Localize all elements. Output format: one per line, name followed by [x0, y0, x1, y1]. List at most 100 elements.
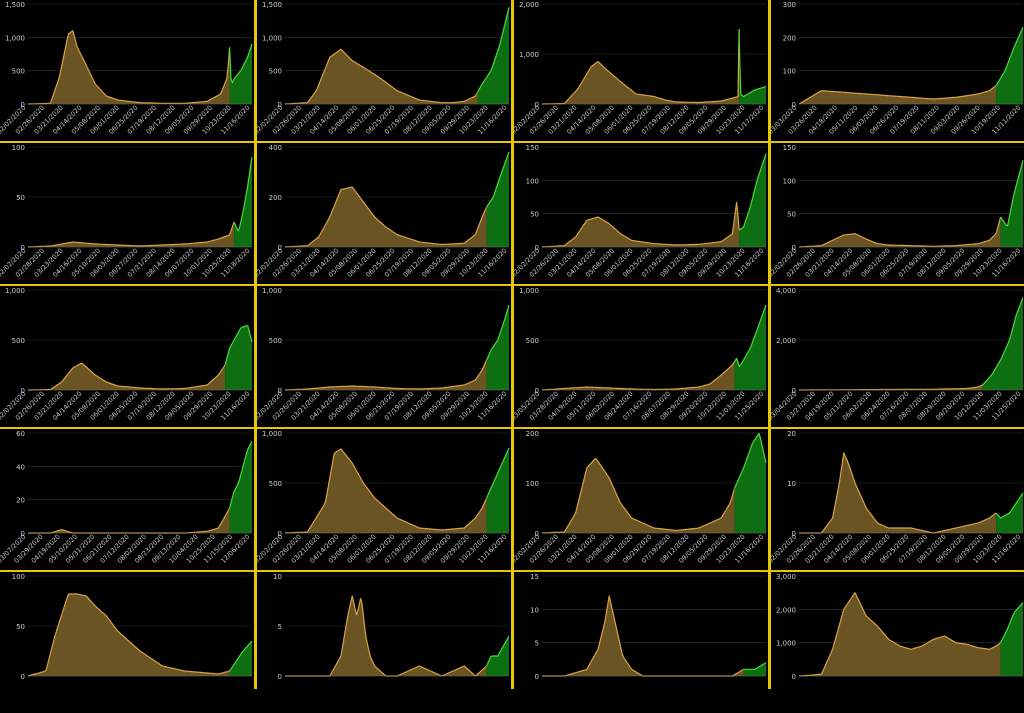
y-tick-label: 1,000 [5, 287, 25, 295]
early-series-area [799, 385, 983, 390]
recent-series-line [229, 441, 253, 509]
early-series-area [542, 458, 735, 533]
chart-panel-16: 0 10 20 02/02/2020 02/26/2020 03/21/2020 04/14… [771, 429, 1024, 570]
chart-svg: 05001,00002/02/202002/26/202003/21/20200… [257, 287, 510, 422]
y-tick-label: 0 [278, 101, 282, 109]
early-series-area [285, 360, 487, 390]
y-tick-label: 1,500 [5, 1, 25, 9]
early-series-line [284, 186, 488, 248]
early-series-line [798, 592, 1001, 677]
recent-series-area [486, 305, 509, 390]
y-tick-label: 0 [21, 387, 25, 395]
y-tick-label: 0 [792, 530, 796, 538]
early-series-line [284, 448, 488, 534]
early-series-line [284, 48, 479, 105]
chart-panel-14: 0 500 1,000 02/02/2020 02/26/2020 03/21/2020 0… [257, 429, 511, 570]
chart-panel-8: 0 50 100 150 02/02/2020 02/26/2020 03/21/2020 0… [771, 143, 1024, 284]
y-tick-label: 100 [12, 573, 25, 581]
y-tick-label: 100 [526, 177, 539, 185]
chart-svg: 05001,00003/05/202003/28/202004/19/20200… [514, 287, 767, 422]
early-series-area [799, 453, 997, 533]
chart-panel-7: 0 50 100 150 02/02/2020 02/26/2020 03/21/2020 0… [514, 143, 768, 284]
y-tick-label: 0 [278, 244, 282, 252]
y-tick-label: 50 [787, 211, 796, 219]
early-series-area [542, 596, 744, 676]
chart-panel-10: 0 500 1,000 02/02/2020 02/26/2020 03/21/2020 0… [257, 286, 511, 427]
y-tick-label: 2,000 [776, 606, 796, 614]
chart-panel-19: 0 5 10 15 [514, 572, 768, 713]
y-tick-label: 50 [530, 211, 539, 219]
chart-panel-18: 0 5 10 [257, 572, 511, 713]
recent-series-line [477, 7, 510, 93]
recent-series-line [233, 156, 253, 232]
y-tick-label: 50 [16, 194, 25, 202]
chart-svg: 010020002/02/202002/26/202003/21/202004/… [514, 430, 767, 565]
y-tick-label: 0 [535, 673, 539, 681]
early-series-line [541, 458, 736, 534]
early-series-area [799, 85, 997, 104]
recent-series-line [486, 151, 510, 208]
y-tick-label: 0 [278, 673, 282, 681]
chart-svg: 0 1,000 2,000 3,000 [776, 573, 1024, 681]
recent-series-area [1000, 602, 1023, 676]
panel-divider-vertical [511, 0, 514, 689]
y-tick-label: 1,000 [519, 287, 539, 295]
recent-series-line [995, 492, 1024, 519]
chart-svg: 0 5 10 15 [530, 573, 767, 681]
early-series-line [28, 507, 231, 534]
y-tick-label: 200 [783, 34, 796, 42]
y-tick-label: 2,000 [519, 1, 539, 9]
y-tick-label: 400 [269, 144, 282, 152]
y-tick-label: 0 [792, 101, 796, 109]
y-tick-label: 1,000 [519, 51, 539, 59]
chart-panel-13: 0 20 40 60 03/07/2020 03/29/2020 04/19/2020 05/… [0, 429, 254, 570]
recent-series-area [234, 157, 252, 247]
panel-divider-vertical [768, 0, 771, 689]
chart-panel-20: 0 1,000 2,000 3,000 [771, 572, 1024, 713]
y-tick-label: 60 [16, 430, 25, 438]
recent-series-area [229, 44, 252, 104]
early-series-area [285, 596, 487, 676]
y-tick-label: 50 [16, 623, 25, 631]
early-series-line [542, 28, 740, 105]
y-tick-label: 1,000 [262, 430, 282, 438]
y-tick-label: 200 [526, 430, 539, 438]
chart-svg: 0 5 10 [273, 573, 510, 681]
chart-panel-12: 0 2,000 4,000 03/04/2020 03/27/2020 04/19/202… [771, 286, 1024, 427]
y-tick-label: 20 [787, 430, 796, 438]
y-tick-label: 100 [12, 144, 25, 152]
recent-series-line [734, 304, 767, 368]
panel-divider-horizontal [0, 570, 1024, 572]
chart-svg: 010020030003/03/202003/26/202004/18/2020… [771, 1, 1024, 136]
recent-series-area [996, 27, 1023, 104]
y-tick-label: 100 [783, 68, 796, 76]
y-tick-label: 0 [21, 530, 25, 538]
y-tick-label: 500 [526, 337, 539, 345]
y-tick-label: 10 [273, 573, 282, 581]
y-tick-label: 500 [269, 337, 282, 345]
recent-series-area [225, 325, 252, 390]
recent-series-line [486, 304, 510, 361]
early-series-line [541, 201, 740, 248]
early-series-area [542, 202, 740, 247]
recent-series-area [477, 7, 509, 104]
chart-svg: 05010002/02/202002/28/202003/23/202004/1… [0, 144, 253, 279]
recent-series-line [738, 153, 767, 231]
chart-panel-11: 0 500 1,000 03/05/2020 03/28/2020 04/19/2020 0… [514, 286, 768, 427]
y-tick-label: 3,000 [776, 573, 796, 581]
y-tick-label: 150 [526, 144, 539, 152]
panel-divider-horizontal [0, 427, 1024, 429]
recent-series-area [229, 441, 252, 533]
chart-panel-1: 0 500 1,000 1,500 02/02/2020 02/26/2020 03/21/… [0, 0, 254, 141]
panel-divider-horizontal [0, 141, 1024, 143]
chart-svg: 020406003/07/202003/29/202004/19/202005/… [0, 430, 253, 565]
y-tick-label: 0 [21, 673, 25, 681]
y-tick-label: 1,000 [776, 640, 796, 648]
y-tick-label: 10 [530, 606, 539, 614]
early-series-line [284, 359, 488, 391]
recent-series-line [738, 28, 767, 98]
recent-series-line [734, 432, 767, 489]
y-tick-label: 150 [783, 144, 796, 152]
y-tick-label: 500 [269, 480, 282, 488]
chart-svg: 05001,0001,50002/02/202002/26/202003/21/… [257, 1, 510, 136]
